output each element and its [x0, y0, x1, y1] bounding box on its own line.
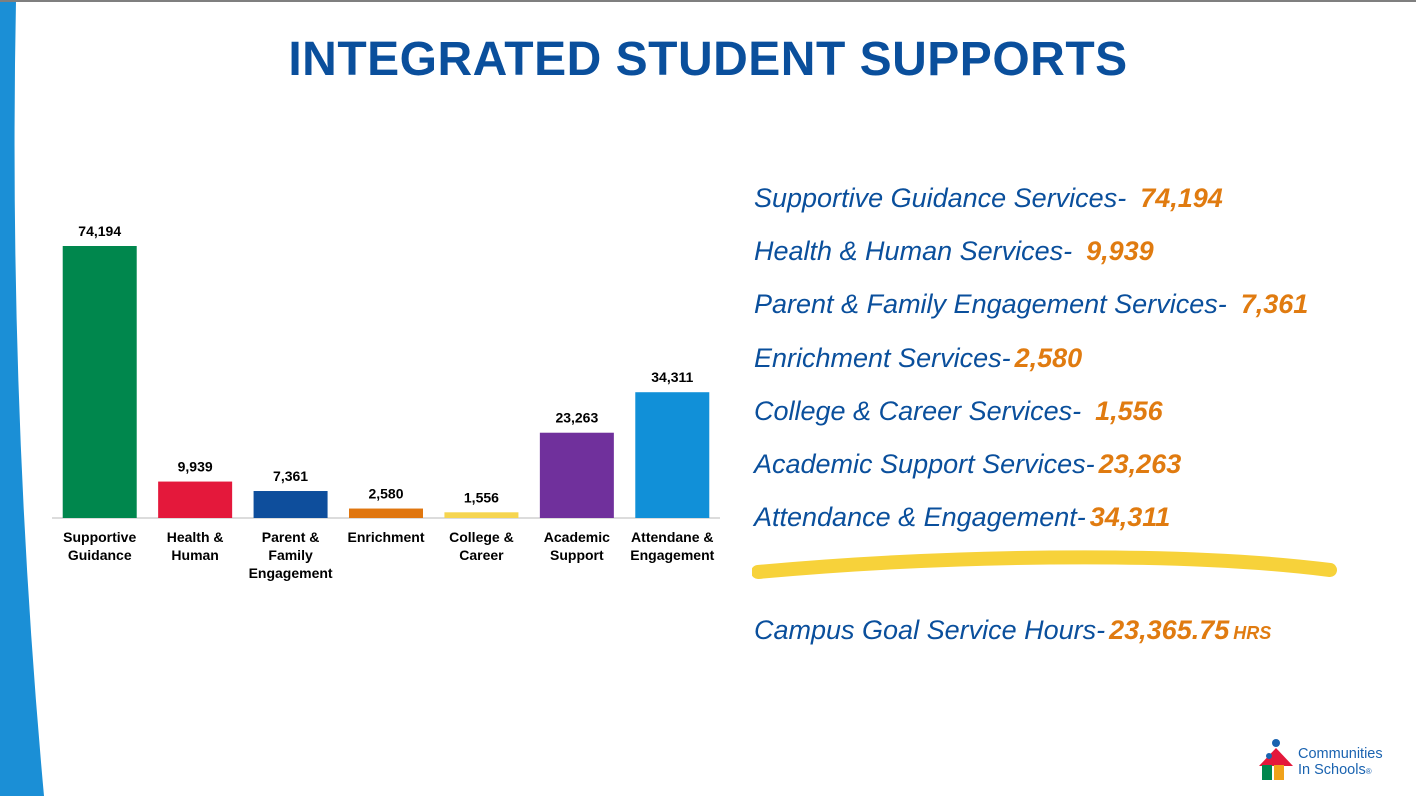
- logo: Communities In Schools®: [1256, 736, 1406, 786]
- stat-academic-support: Academic Support Services- 23,263: [754, 444, 1394, 497]
- stat-value: 1,556: [1095, 395, 1163, 426]
- data-label: 2,580: [368, 486, 403, 502]
- bar: [62, 246, 137, 518]
- stat-health-human: Health & Human Services- 9,939: [754, 231, 1394, 284]
- data-label: 23,263: [555, 410, 598, 426]
- x-tick-label: Parent & Family Engagement: [249, 529, 333, 581]
- logo-line-1: Communities: [1298, 746, 1383, 762]
- stat-value: 34,311: [1089, 502, 1171, 533]
- x-tick-label: Supportive Guidance: [63, 529, 136, 563]
- bar: [158, 481, 233, 518]
- data-label: 74,194: [78, 223, 121, 239]
- side-band: [0, 0, 44, 796]
- data-label: 34,311: [651, 369, 693, 385]
- stat-label: Supportive Guidance Services-: [754, 183, 1127, 213]
- data-label: 1,556: [464, 489, 499, 505]
- stat-label: Enrichment Services-: [754, 342, 1011, 373]
- bar: [539, 432, 614, 518]
- bar: [444, 512, 519, 518]
- logo-text: Communities In Schools®: [1298, 746, 1383, 780]
- logo-line-2: In Schools®: [1298, 762, 1372, 778]
- stat-label: Attendance & Engagement-: [754, 502, 1086, 533]
- stat-label: Academic Support Services-: [754, 448, 1095, 479]
- stat-parent-family: Parent & Family Engagement Services- 7,36…: [754, 284, 1394, 337]
- x-tick-label: Enrichment: [347, 529, 424, 545]
- bar: [349, 508, 423, 518]
- goal-unit: HRS: [1233, 623, 1272, 643]
- bar: [635, 392, 710, 518]
- page-title: INTEGRATED STUDENT SUPPORTS: [288, 33, 1128, 86]
- bar-chart: 74,194 Supportive Guidance 9,939 Health & Hum…: [52, 223, 720, 581]
- stat-value: 9,939: [1086, 236, 1154, 267]
- data-label: 7,361: [273, 468, 308, 484]
- campus-goal: Campus Goal Service Hours- 23,365.75 HRS: [754, 610, 1271, 653]
- stat-value: 7,361: [1240, 289, 1309, 320]
- stat-enrichment: Enrichment Services- 2,580: [754, 338, 1394, 391]
- stat-value: 23,263: [1098, 448, 1182, 479]
- data-label: 9,939: [178, 459, 213, 475]
- stat-value: 2,580: [1014, 342, 1083, 373]
- stat-attendance: Attendance & Engagement- 34,311: [754, 497, 1394, 550]
- x-tick-label: College & Career: [449, 529, 514, 563]
- goal-label: Campus Goal Service Hours-: [754, 615, 1106, 645]
- stats-list: Supportive Guidance Services- 74,194 Heal…: [754, 178, 1394, 550]
- x-tick-label: Health & Human: [167, 529, 224, 563]
- logo-house-icon: [1259, 739, 1293, 780]
- highlight-swoosh: [752, 550, 1337, 579]
- top-rule: [0, 0, 1416, 2]
- stat-college-career: College & Career Services- 1,556: [754, 391, 1394, 444]
- x-tick-label: Attendane & Engagement: [630, 529, 714, 563]
- stat-label: Health & Human Services-: [754, 236, 1073, 267]
- stat-supportive-guidance: Supportive Guidance Services- 74,194: [754, 178, 1394, 231]
- bar: [253, 491, 328, 518]
- stat-label: College & Career Services-: [754, 395, 1082, 426]
- x-tick-label: Academic Support: [544, 529, 610, 563]
- stat-value: 74,194: [1140, 183, 1223, 213]
- goal-value: 23,365.75: [1109, 615, 1230, 645]
- stat-label: Parent & Family Engagement Services-: [754, 289, 1227, 320]
